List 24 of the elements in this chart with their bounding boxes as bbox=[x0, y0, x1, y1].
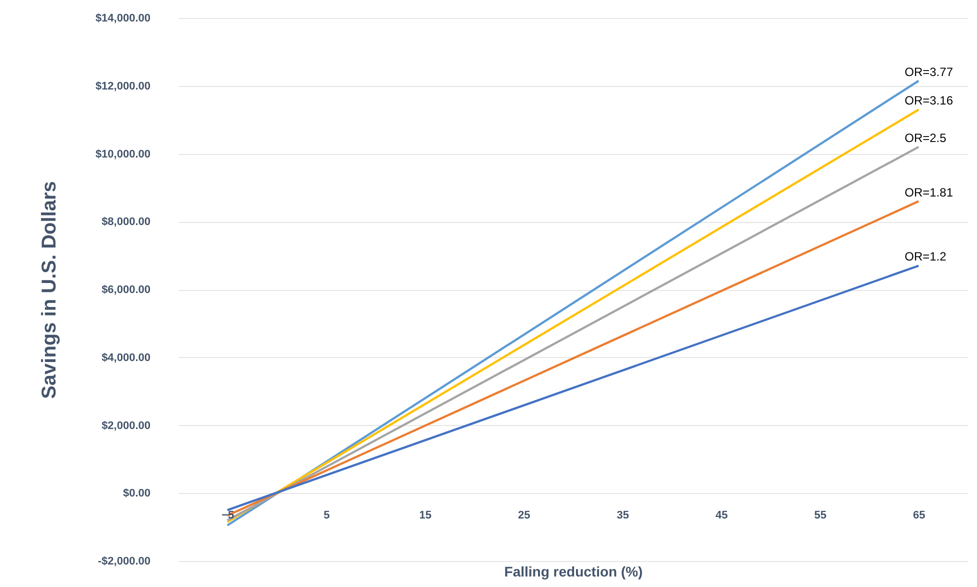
y-tick-label: -$2,000.00 bbox=[98, 556, 150, 568]
series-label: OR=3.77 bbox=[904, 64, 954, 79]
x-tick-label: −5 bbox=[222, 510, 234, 522]
y-tick-label: $6,000.00 bbox=[102, 284, 150, 296]
x-tick-label: 35 bbox=[616, 510, 629, 522]
x-tick-label: 55 bbox=[814, 510, 826, 522]
y-tick-label: $4,000.00 bbox=[102, 352, 150, 364]
y-tick-label: $12,000.00 bbox=[95, 80, 150, 92]
x-tick-label: 65 bbox=[913, 510, 926, 522]
x-tick-label: 5 bbox=[324, 510, 330, 522]
series-label: OR=2.5 bbox=[904, 130, 947, 145]
y-tick-label: $8,000.00 bbox=[102, 216, 150, 228]
y-tick-label: $0.00 bbox=[122, 488, 150, 500]
y-tick-label: $14,000.00 bbox=[95, 12, 150, 24]
series-label: OR=1.81 bbox=[904, 185, 954, 200]
x-axis-title: Falling reduction (%) bbox=[504, 564, 643, 580]
x-tick-label: 45 bbox=[716, 510, 728, 522]
x-tick-label: 15 bbox=[419, 510, 432, 522]
y-tick-label: $10,000.00 bbox=[95, 148, 150, 160]
y-tick-label: $2,000.00 bbox=[102, 420, 150, 432]
x-tick-label: 25 bbox=[518, 510, 530, 522]
series-label: OR=3.16 bbox=[904, 94, 954, 108]
y-axis-title: Savings in U.S. Dollars bbox=[38, 181, 60, 399]
series-label: OR=1.2 bbox=[904, 250, 947, 264]
